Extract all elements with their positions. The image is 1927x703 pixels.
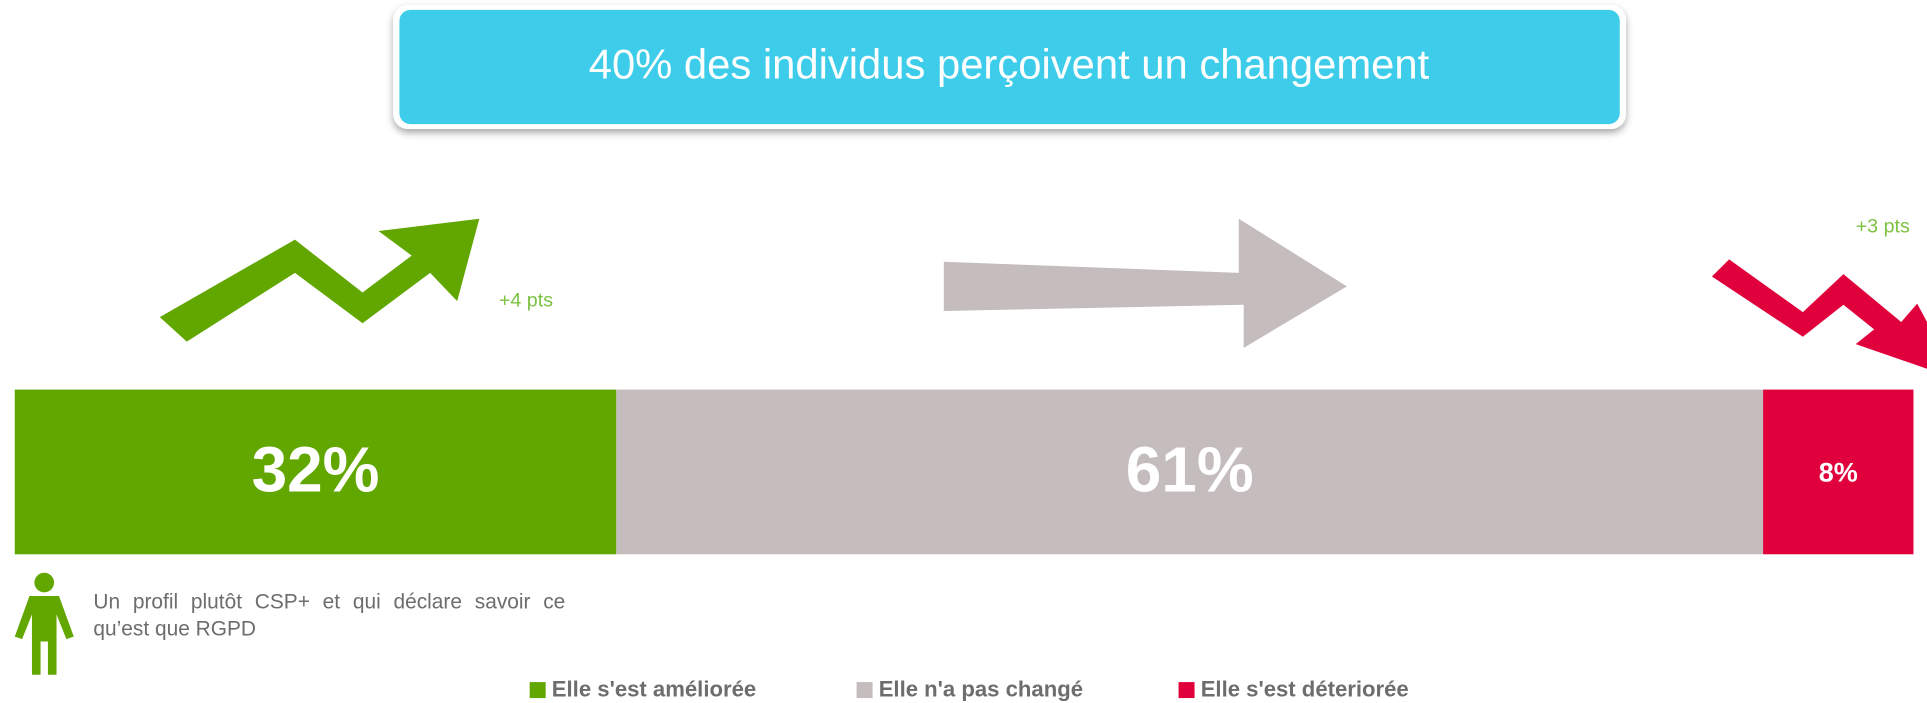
flat-arrow	[943, 218, 1347, 348]
chart-title: 40% des individus perçoivent un changeme…	[589, 41, 1430, 88]
data-label: 8%	[1819, 458, 1858, 488]
annotation: +3 pts	[1856, 216, 1910, 238]
bar-segment	[1763, 389, 1914, 555]
title-banner	[399, 9, 1620, 125]
up-arrow	[159, 218, 480, 342]
legend-label: Elle s'est améliorée	[552, 677, 756, 702]
legend-swatch	[1178, 682, 1195, 699]
bar-segment	[14, 389, 617, 555]
person-icon	[14, 572, 74, 675]
annotation: +4 pts	[499, 289, 553, 311]
data-label: 32%	[252, 433, 380, 505]
bar-segment	[616, 389, 1764, 555]
note: Un profil plutôt CSP+ et qui déclare sav…	[93, 589, 566, 641]
note-box: Un profil plutôt CSP+ et qui déclare sav…	[93, 589, 566, 641]
legend-label: Elle n'a pas changé	[879, 677, 1083, 702]
legend-swatch	[529, 682, 546, 699]
legend-swatch	[856, 682, 873, 699]
legend-label: Elle s'est déteriorée	[1201, 677, 1409, 702]
down-arrow	[1711, 259, 1927, 369]
data-label: 61%	[1126, 433, 1254, 505]
